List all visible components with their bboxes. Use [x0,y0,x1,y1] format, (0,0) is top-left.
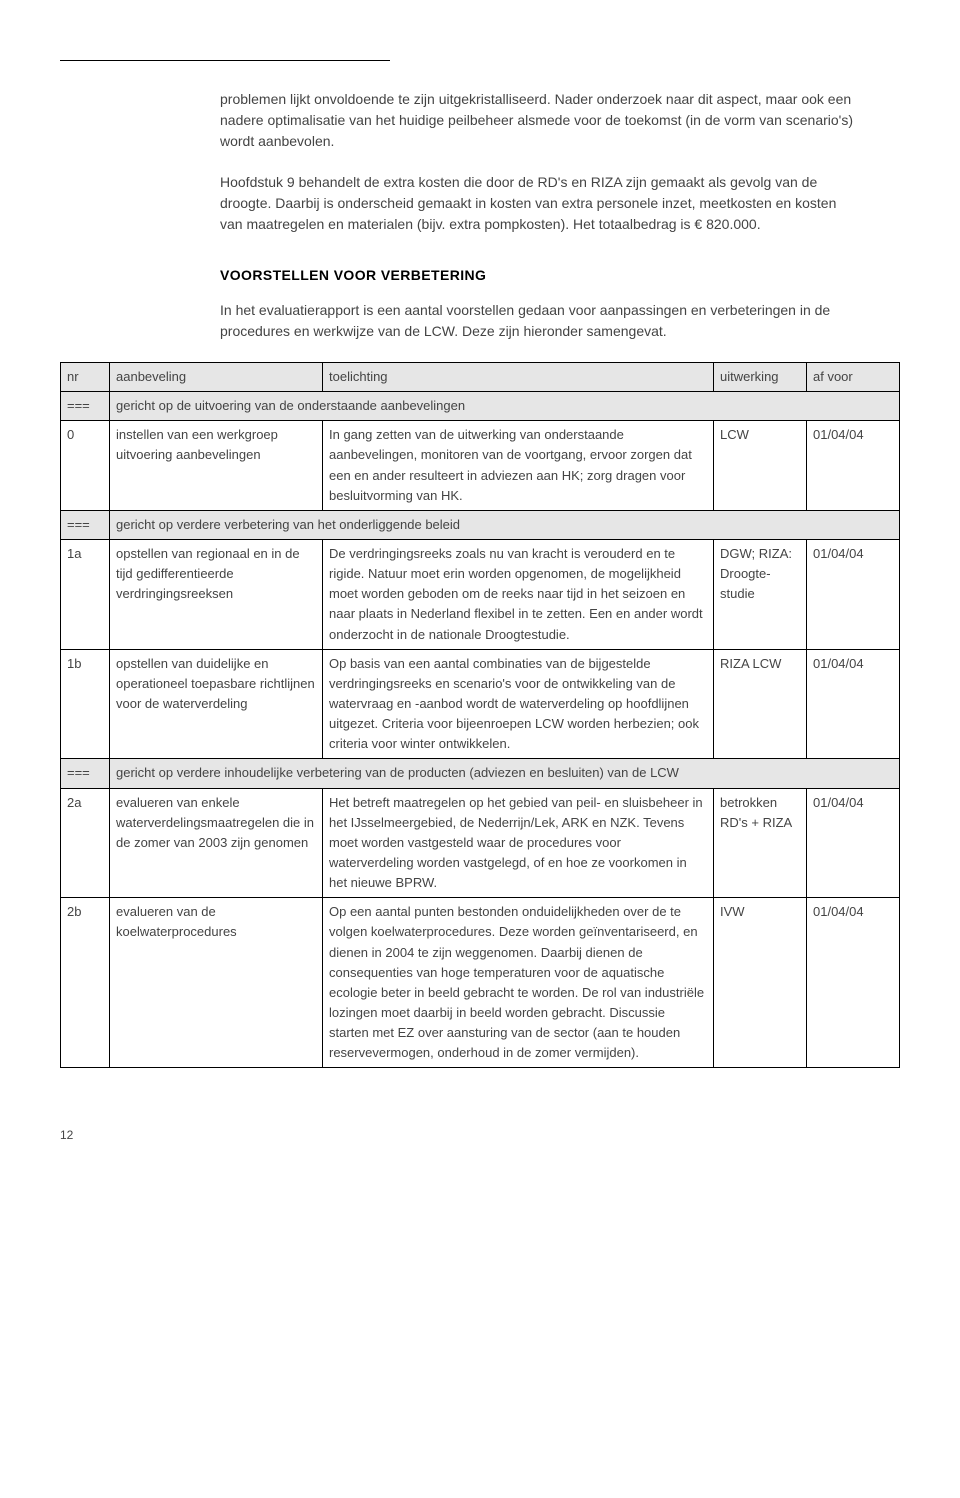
cell-toel: De verdringingsreeks zoals nu van kracht… [323,539,714,649]
cell-nr: 2a [61,788,110,898]
group-text: gericht op verdere verbetering van het o… [110,510,900,539]
page-number: 12 [60,1128,900,1142]
cell-uit: IVW [714,898,807,1068]
paragraph-1: problemen lijkt onvoldoende te zijn uitg… [220,89,860,152]
cell-nr: 2b [61,898,110,1068]
col-header-toelichting: toelichting [323,363,714,392]
group-row-1: === gericht op de uitvoering van de onde… [61,392,900,421]
cell-aanb: evalueren van de koelwaterprocedures [110,898,323,1068]
cell-aanb: evalueren van enkele waterverdelingsmaat… [110,788,323,898]
paragraph-2: Hoofdstuk 9 behandelt de extra kosten di… [220,172,860,235]
group-text: gericht op de uitvoering van de ondersta… [110,392,900,421]
table-header-row: nr aanbeveling toelichting uitwerking af… [61,363,900,392]
group-marker: === [61,510,110,539]
body-column: problemen lijkt onvoldoende te zijn uitg… [220,89,860,342]
col-header-aanbeveling: aanbeveling [110,363,323,392]
col-header-afvoor: af voor [807,363,900,392]
group-row-3: === gericht op verdere inhoudelijke verb… [61,759,900,788]
cell-af: 01/04/04 [807,898,900,1068]
col-header-nr: nr [61,363,110,392]
recommendations-table: nr aanbeveling toelichting uitwerking af… [60,362,900,1068]
top-rule [60,60,390,61]
cell-toel: In gang zetten van de uitwerking van ond… [323,421,714,511]
group-row-2: === gericht op verdere verbetering van h… [61,510,900,539]
cell-uit: betrokken RD's + RIZA [714,788,807,898]
cell-aanb: instellen van een werkgroep uitvoering a… [110,421,323,511]
cell-af: 01/04/04 [807,649,900,759]
cell-aanb: opstellen van regionaal en in de tijd ge… [110,539,323,649]
page: problemen lijkt onvoldoende te zijn uitg… [0,0,960,1182]
paragraph-3: In het evaluatierapport is een aantal vo… [220,300,860,342]
cell-uit: LCW [714,421,807,511]
cell-af: 01/04/04 [807,788,900,898]
cell-aanb: opstellen van duidelijke en operationeel… [110,649,323,759]
group-marker: === [61,759,110,788]
cell-af: 01/04/04 [807,421,900,511]
table-row: 2b evalueren van de koelwaterprocedures … [61,898,900,1068]
cell-toel: Het betreft maatregelen op het gebied va… [323,788,714,898]
section-heading: VOORSTELLEN VOOR VERBETERING [220,265,860,286]
cell-toel: Op basis van een aantal combinaties van … [323,649,714,759]
cell-toel: Op een aantal punten bestonden onduideli… [323,898,714,1068]
col-header-uitwerking: uitwerking [714,363,807,392]
cell-af: 01/04/04 [807,539,900,649]
table-row: 1a opstellen van regionaal en in de tijd… [61,539,900,649]
table-row: 2a evalueren van enkele waterverdelingsm… [61,788,900,898]
cell-nr: 1a [61,539,110,649]
cell-nr: 0 [61,421,110,511]
cell-uit: RIZA LCW [714,649,807,759]
group-text: gericht op verdere inhoudelijke verbeter… [110,759,900,788]
cell-nr: 1b [61,649,110,759]
table-row: 0 instellen van een werkgroep uitvoering… [61,421,900,511]
table-row: 1b opstellen van duidelijke en operation… [61,649,900,759]
cell-uit: DGW; RIZA: Droogte-studie [714,539,807,649]
group-marker: === [61,392,110,421]
